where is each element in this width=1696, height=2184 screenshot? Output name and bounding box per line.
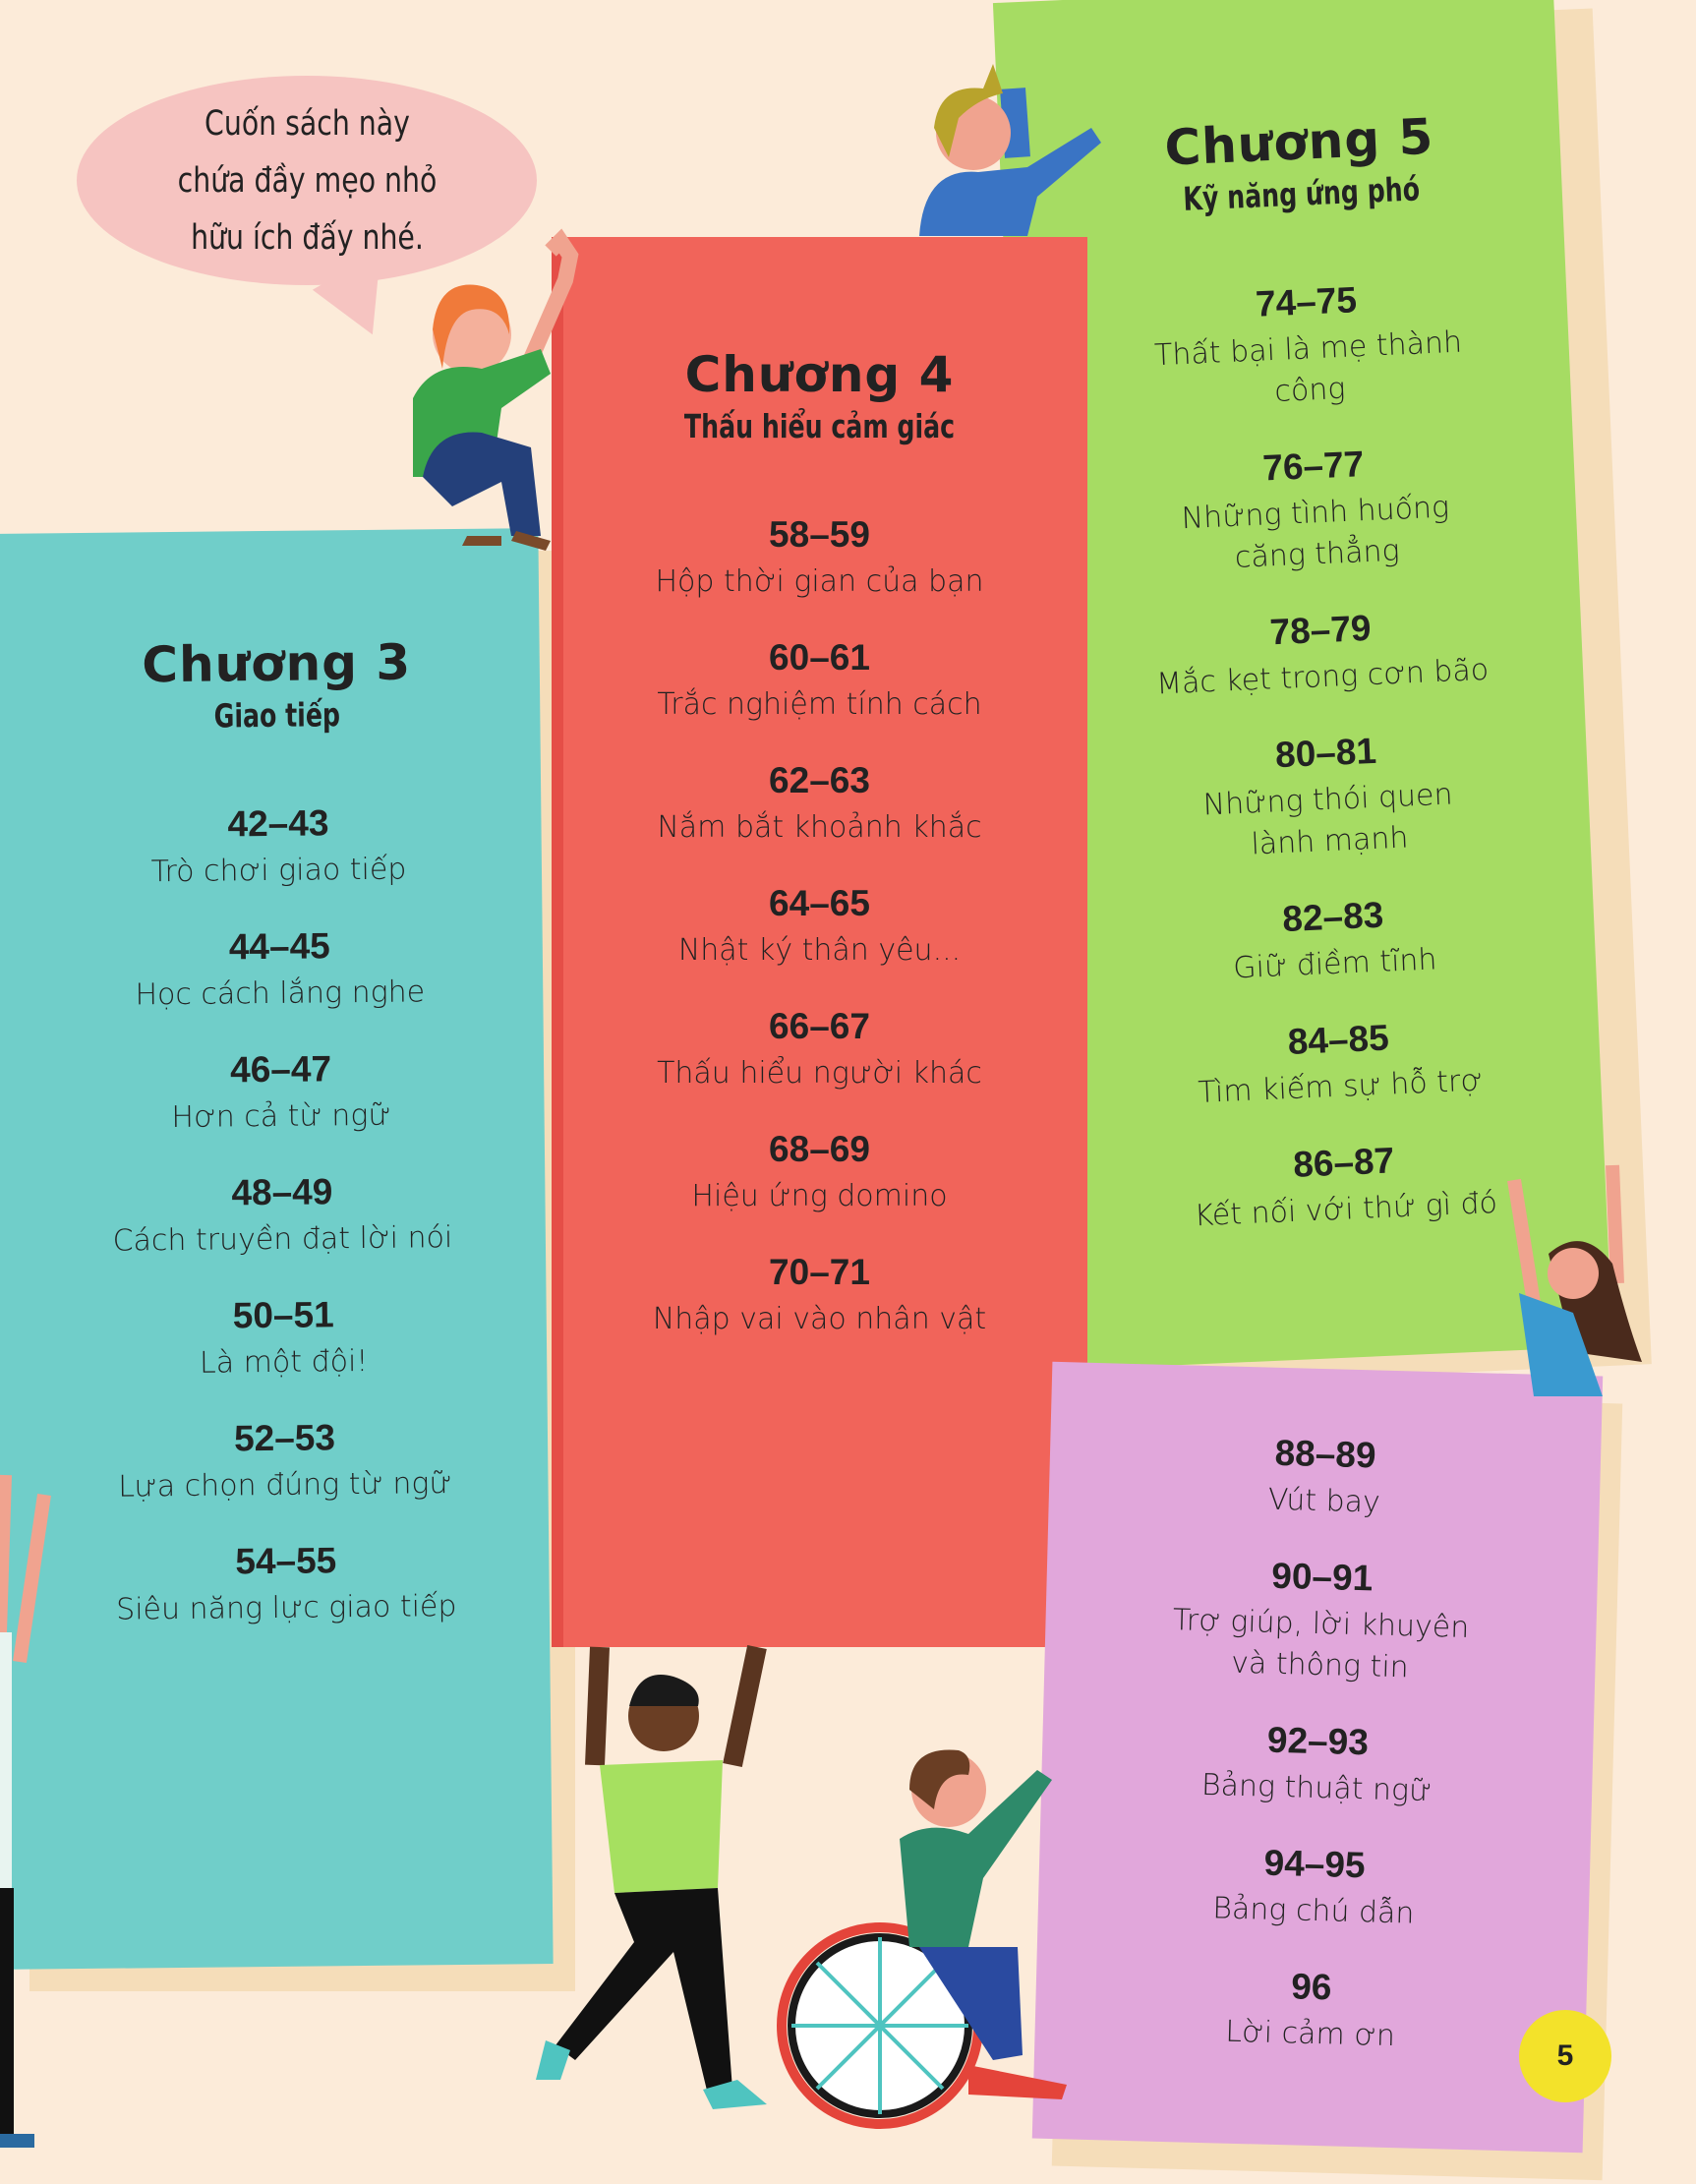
toc-entry: 42–43 Trò chơi giao tiếp — [15, 795, 542, 895]
page-range: 68–69 — [769, 1129, 870, 1169]
toc-entry: 74–75 Thất bại là mẹ thành công — [1045, 265, 1572, 423]
chapter-title: Chương 3 — [142, 633, 412, 694]
toc-entry: 92–93 Bảng thuật ngữ — [1041, 1708, 1594, 1817]
toc-entry: 82–83 Giữ điềm tĩnh — [1072, 879, 1597, 996]
page-range: 64–65 — [769, 883, 870, 923]
toc-entry: 70–71 Nhập vai vào nhân vật — [552, 1246, 1087, 1340]
entry-title: Là một đội! — [199, 1343, 369, 1381]
toc-entry: 54–55 Siêu năng lực giao tiếp — [23, 1532, 550, 1632]
person-in-wheelchair-illustration — [777, 1749, 1067, 2129]
speech-bubble: Cuốn sách này chứa đầy mẹo nhỏ hữu ích đ… — [77, 76, 537, 285]
page-range: 50–51 — [232, 1294, 334, 1336]
page-range: 52–53 — [233, 1417, 336, 1459]
toc-entry: 68–69 Hiệu ứng domino — [552, 1123, 1087, 1217]
bubble-line: Cuốn sách này — [204, 103, 410, 144]
entry-title: Hiệu ứng domino — [691, 1179, 948, 1213]
entry-list: 88–89 Vút bay 90–91 Trợ giúp, lời khuyên và … — [1034, 1421, 1602, 2062]
toc-entry: 90–91 Trợ giúp, lời khuyên và thông tin — [1044, 1544, 1598, 1694]
page-range: 48–49 — [231, 1171, 333, 1213]
entry-title: Cách truyền đạt lời nói — [112, 1220, 453, 1259]
page-range: 62–63 — [769, 760, 870, 800]
toc-entry: 84–85 Tìm kiếm sự hỗ trợ — [1077, 1002, 1602, 1119]
boy-lifting-panel-illustration — [536, 1644, 767, 2109]
entry-list: 42–43 Trò chơi giao tiếp 44–45 Học cách lắn… — [15, 795, 550, 1632]
chapter-4-panel: Chương 4 Thấu hiểu cảm giác 58–59 Hộp thờ… — [552, 237, 1087, 1647]
toc-entry: 58–59 Hộp thời gian của bạn — [552, 508, 1087, 603]
toc-entry: 64–65 Nhật ký thân yêu... — [552, 877, 1087, 972]
toc-entry: 76–77 Những tình huống căng thẳng — [1052, 429, 1579, 587]
entry-title: Thấu hiểu người khác — [657, 1056, 982, 1091]
entry-title: Lựa chọn đúng từ ngữ — [118, 1466, 452, 1505]
toc-entry: 60–61 Trắc nghiệm tính cách — [552, 631, 1087, 726]
page-range: 60–61 — [769, 637, 870, 678]
chapter-subtitle: Giao tiếp — [213, 695, 341, 736]
speech-bubble-text: Cuốn sách này chứa đầy mẹo nhỏ hữu ích đ… — [177, 95, 437, 266]
chapter-subtitle: Thấu hiểu cảm giác — [683, 407, 956, 445]
toc-entry: 62–63 Nắm bắt khoảnh khắc — [552, 754, 1087, 849]
entry-title: Nhật ký thân yêu... — [677, 933, 962, 968]
bubble-line: chứa đầy mẹo nhỏ — [177, 160, 437, 201]
page-range: 54–55 — [235, 1540, 337, 1582]
entry-title: Siêu năng lực giao tiếp — [116, 1589, 457, 1627]
page-range: 70–71 — [769, 1252, 870, 1292]
toc-entry: 80–81 Những thói quen lành mạnh — [1065, 716, 1592, 874]
back-matter-panel: 88–89 Vút bay 90–91 Trợ giúp, lời khuyên và … — [1031, 1361, 1604, 2154]
toc-entry: 66–67 Thấu hiểu người khác — [552, 1000, 1087, 1094]
toc-entry: 44–45 Học cách lắng nghe — [17, 917, 544, 1018]
chapter-title: Chương 4 — [684, 346, 955, 403]
page-range: 46–47 — [229, 1048, 332, 1091]
entry-title: Học cách lắng nghe — [135, 974, 426, 1013]
toc-entry: 78–79 Mắc kẹt trong cơn bão — [1059, 593, 1584, 710]
toc-entry: 52–53 Lựa chọn đúng từ ngữ — [22, 1409, 549, 1509]
toc-entry: 96 Lời cảm ơn — [1034, 1954, 1587, 2063]
entry-title: Nắm bắt khoảnh khắc — [657, 810, 982, 845]
girl-waving-illustration — [1507, 1164, 1642, 1396]
person-waving-left-edge-illustration — [0, 1474, 51, 2148]
page-number: 5 — [1519, 2010, 1611, 2102]
entry-title: Trò chơi giao tiếp — [150, 852, 407, 890]
entry-title: Hơn cả từ ngữ — [171, 1097, 391, 1136]
bubble-line: hữu ích đấy nhé. — [190, 217, 424, 258]
entry-title: Nhập vai vào nhân vật — [652, 1302, 987, 1336]
page-range: 44–45 — [228, 925, 330, 968]
toc-entry: 50–51 Là một đội! — [20, 1286, 547, 1387]
page-range: 66–67 — [769, 1006, 870, 1046]
entry-list: 58–59 Hộp thời gian của bạn 60–61 Trắc nghi… — [552, 508, 1087, 1340]
entry-title: Hộp thời gian của bạn — [655, 564, 984, 599]
toc-entry: 94–95 Bảng chú dẫn — [1037, 1831, 1590, 1940]
entry-title: Trắc nghiệm tính cách — [657, 687, 982, 722]
page-range: 58–59 — [769, 514, 870, 555]
boy-pointing-illustration — [919, 64, 1101, 236]
toc-entry: 48–49 Cách truyền đạt lời nói — [19, 1163, 546, 1264]
entry-list: 74–75 Thất bại là mẹ thành công 76–77 Những … — [1045, 265, 1608, 1242]
girl-sitting-waving-illustration — [413, 228, 579, 551]
page-range: 42–43 — [227, 802, 329, 845]
toc-entry: 88–89 Vút bay — [1048, 1421, 1601, 1530]
chapter-3-panel: Chương 3 Giao tiếp 42–43 Trò chơi giao ti… — [0, 528, 554, 1970]
toc-entry: 46–47 Hơn cả từ ngữ — [18, 1040, 545, 1141]
